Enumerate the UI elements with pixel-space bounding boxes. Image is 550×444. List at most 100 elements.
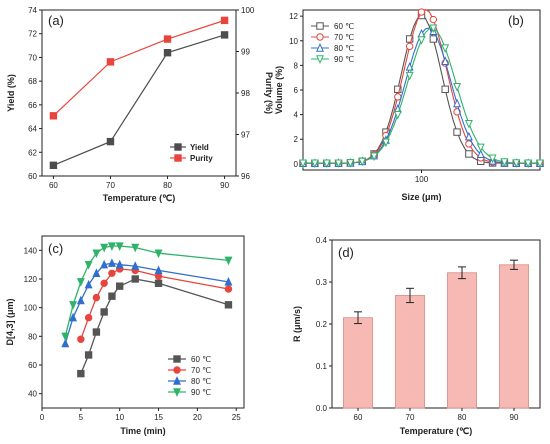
data-point [131,261,140,270]
y-tick-label: 0 [294,160,299,169]
series-line [64,262,229,344]
data-point [61,338,70,348]
data-point [154,265,163,275]
legend-label: 80 ℃ [191,377,211,386]
data-point [405,71,414,81]
x-axis-label: Temperature (℃) [103,193,175,203]
data-point [322,159,331,169]
panel-b: 100 0 2 4 6 8 10 12 Size (μm) Volume (%) (b) 60 ℃ 70… [274,8,544,202]
x-axis-label: Size (μm) [401,192,441,202]
bar-60 [343,317,373,409]
data-point [154,249,163,259]
data-point [224,256,233,266]
data-point [77,335,85,343]
data-point [76,278,85,287]
data-point [500,158,509,167]
data-point-yield [220,31,229,39]
x-tick-label: 90 [510,413,519,422]
data-point [115,282,124,290]
legend-marker [316,43,324,52]
data-point [84,314,93,322]
data-point-purity [220,16,229,25]
y-axis-label: D[4,3] (μm) [5,298,15,345]
panel-label: (c) [48,241,63,256]
y-tick-label: 74 [28,6,37,15]
data-point [453,98,462,108]
x-tick-label: 20 [193,413,202,422]
legend-label: Yield [190,143,209,152]
y-tick-label: 10 [289,37,298,46]
data-point [92,268,101,277]
data-point [100,308,108,316]
y-tick-label: 0.4 [316,236,328,245]
data-point [524,159,533,169]
data-point [334,159,343,169]
y-tick-label: 68 [28,77,37,86]
legend-label: 90 ℃ [334,55,354,64]
data-point [69,312,78,322]
legend-marker [173,355,181,363]
x-axis-label: Time (min) [120,426,165,436]
series-line [80,268,229,340]
data-point [107,242,116,251]
data-point [441,44,450,53]
data-point [84,260,93,270]
x-tick-label: 60 [354,413,363,422]
data-point [512,159,521,168]
data-point [441,85,449,94]
data-point [536,159,544,169]
y-tick-label: 66 [28,101,37,110]
data-point [405,42,414,51]
data-point [476,149,485,159]
legend-marker [316,55,324,64]
legend-marker [316,33,324,41]
data-point [108,292,116,300]
y-tick-label: 60 [28,172,37,181]
x-tick-label: 70 [406,413,415,422]
data-point [429,15,438,24]
x-tick-label: 90 [220,181,229,190]
y-tick-label: 6 [294,86,299,95]
data-point [394,93,402,101]
data-point [464,119,473,129]
data-point [441,56,450,65]
data-point [100,243,109,253]
x-tick-label: 70 [106,181,115,190]
data-point [464,131,473,141]
data-point [393,110,402,120]
data-point [84,279,93,289]
x-tick-label: 15 [154,413,163,422]
data-point [131,275,139,283]
data-point [224,301,233,309]
y-tick-label: 60 [28,361,37,370]
data-point [92,293,101,302]
data-point [107,258,116,267]
data-point [370,152,379,162]
data-point [131,243,140,253]
panel-c: 0 5 10 15 20 25 40 60 80 100 120 140 Time (min) D[4,3… [5,235,245,436]
y2-tick-label: 100 [241,6,255,15]
y-tick-label: 0.3 [316,278,328,287]
data-point [299,159,307,169]
panel-d: 0.0 0.1 0.2 0.3 0.4 60 70 80 90 Temperature (℃) R … [292,236,541,436]
y-tick-label: 4 [294,111,299,120]
data-point [61,332,70,342]
data-point [115,259,124,269]
data-point-yield [49,161,58,170]
y-tick-label: 0.2 [316,320,328,329]
legend-label: 60 ℃ [191,355,211,364]
legend-label: 70 ℃ [334,33,354,42]
x-tick-label: 10 [115,413,124,422]
panel-a: 60 70 80 90 60 62 64 66 68 70 72 74 96 97 98 99 100 Tempe… [6,6,274,203]
data-point [92,249,101,259]
x-tick-label: 100 [415,175,429,184]
data-point-yield [163,48,172,57]
plot-frame [41,235,245,409]
x-tick-label: 5 [79,413,84,422]
legend-label: 80 ℃ [334,44,354,53]
y-tick-label: 140 [24,246,38,255]
data-point [92,328,101,336]
y-axis-label: Yield (%) [6,74,16,112]
bar-90 [499,264,529,409]
